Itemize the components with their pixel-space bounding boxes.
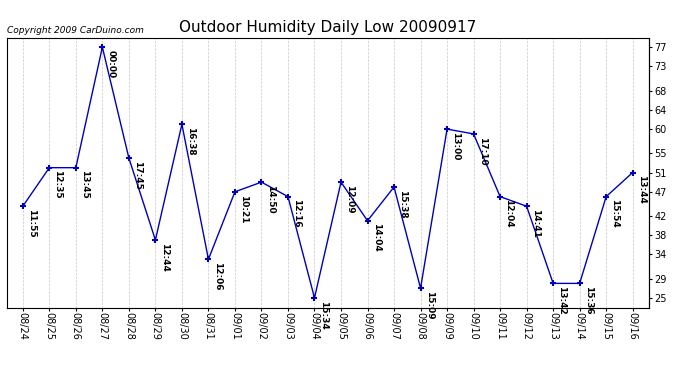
Text: 16:38: 16:38 bbox=[186, 127, 195, 156]
Text: 17:45: 17:45 bbox=[133, 161, 142, 190]
Text: 15:54: 15:54 bbox=[611, 200, 620, 228]
Text: 17:10: 17:10 bbox=[477, 137, 486, 165]
Text: 12:44: 12:44 bbox=[159, 243, 168, 272]
Text: 13:45: 13:45 bbox=[80, 171, 89, 199]
Text: 13:00: 13:00 bbox=[451, 132, 460, 160]
Text: Copyright 2009 CarDuino.com: Copyright 2009 CarDuino.com bbox=[7, 26, 144, 35]
Text: 14:41: 14:41 bbox=[531, 209, 540, 238]
Text: 15:34: 15:34 bbox=[319, 301, 328, 329]
Text: 15:09: 15:09 bbox=[425, 291, 434, 320]
Text: 15:38: 15:38 bbox=[398, 190, 407, 218]
Text: 00:00: 00:00 bbox=[106, 50, 115, 78]
Text: 13:44: 13:44 bbox=[637, 175, 646, 204]
Text: 11:55: 11:55 bbox=[27, 209, 36, 238]
Text: 14:50: 14:50 bbox=[266, 185, 275, 213]
Text: 12:06: 12:06 bbox=[213, 262, 221, 291]
Text: 12:09: 12:09 bbox=[345, 185, 354, 213]
Text: 15:36: 15:36 bbox=[584, 286, 593, 315]
Text: 10:21: 10:21 bbox=[239, 195, 248, 223]
Text: 13:42: 13:42 bbox=[558, 286, 566, 315]
Text: 14:04: 14:04 bbox=[372, 224, 381, 252]
Text: 12:16: 12:16 bbox=[292, 200, 301, 228]
Text: 12:35: 12:35 bbox=[54, 171, 63, 199]
Title: Outdoor Humidity Daily Low 20090917: Outdoor Humidity Daily Low 20090917 bbox=[179, 20, 476, 35]
Text: 12:04: 12:04 bbox=[504, 200, 513, 228]
